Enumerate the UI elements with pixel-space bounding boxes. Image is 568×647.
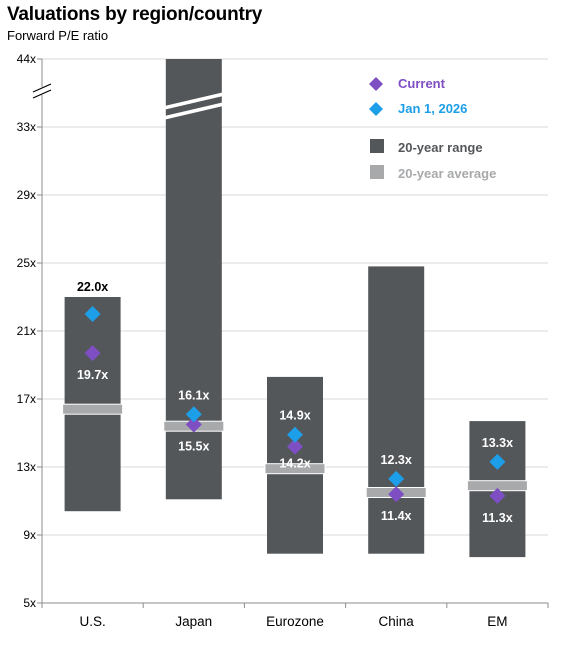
label-current: 14.2x	[279, 457, 310, 471]
legend-range-icon	[370, 139, 384, 153]
current-marker	[84, 345, 101, 362]
y-tick-label: 5x	[23, 596, 36, 610]
y-tick-label: 9x	[23, 528, 36, 542]
chart-subtitle: Forward P/E ratio	[7, 28, 109, 43]
current-marker	[287, 438, 303, 455]
legend-average-label: 20-year average	[398, 166, 496, 181]
label-current: 15.5x	[178, 440, 209, 454]
current-marker	[388, 486, 405, 503]
x-tick-label: Eurozone	[266, 614, 324, 629]
label-jan: 22.0x	[77, 280, 108, 294]
current-marker	[185, 416, 202, 433]
x-tick-label: U.S.	[79, 614, 105, 629]
axis-break-gap	[34, 87, 50, 95]
x-tick-label: EM	[487, 614, 507, 629]
y-tick-label: 17x	[17, 392, 36, 406]
axes: 5x 9x 13x 17x 21x 25x 29x 33x 44x U.S. Japan Eurozo…	[17, 52, 549, 629]
label-current: 11.4x	[381, 509, 412, 523]
x-tick-label: China	[379, 614, 415, 629]
y-tick-label: 33x	[17, 120, 36, 134]
jan-marker	[185, 406, 202, 423]
chart-title: Valuations by region/country	[7, 4, 263, 25]
legend-jan-label: Jan 1, 2026	[398, 101, 467, 116]
jan-marker	[489, 453, 506, 470]
axis-break-mark	[32, 89, 52, 99]
jan-marker	[388, 470, 405, 487]
range-break-mark	[163, 92, 225, 110]
legend-range-label: 20-year range	[398, 140, 483, 155]
grid-lines	[42, 58, 548, 536]
range-bars	[64, 59, 526, 558]
label-current: 19.7x	[77, 368, 108, 382]
label-jan: 12.3x	[381, 453, 412, 467]
y-tick-label: 21x	[17, 324, 36, 338]
y-tick-label: 44x	[17, 52, 36, 66]
legend-jan-icon	[369, 102, 383, 116]
y-tick-label: 29x	[17, 188, 36, 202]
data-labels: 22.0x 19.7x 16.1x 15.5x 14.9x 14.2x 12.3x 11.4x…	[77, 280, 513, 525]
axis-break-mark	[32, 83, 52, 93]
range-bar	[368, 266, 425, 554]
label-jan: 13.3x	[482, 436, 513, 450]
range-bar	[165, 59, 222, 500]
average-marker	[62, 403, 124, 415]
legend-current-icon	[369, 77, 383, 91]
jan-marker	[84, 306, 101, 322]
legend-average-icon	[370, 165, 384, 179]
value-markers	[84, 77, 506, 504]
x-tick-label: Japan	[175, 614, 212, 629]
jan-marker	[287, 426, 303, 443]
label-jan: 16.1x	[178, 388, 209, 402]
range-break-mark	[163, 102, 225, 120]
y-tick-label: 25x	[17, 256, 36, 270]
current-marker	[489, 487, 506, 504]
legend: Current Jan 1, 2026 20-year range 20-year a…	[370, 76, 496, 181]
y-tick-label: 13x	[17, 460, 36, 474]
average-marker	[264, 463, 326, 475]
label-current: 11.3x	[482, 511, 513, 525]
legend-current-label: Current	[398, 76, 446, 91]
label-jan: 14.9x	[279, 409, 310, 423]
